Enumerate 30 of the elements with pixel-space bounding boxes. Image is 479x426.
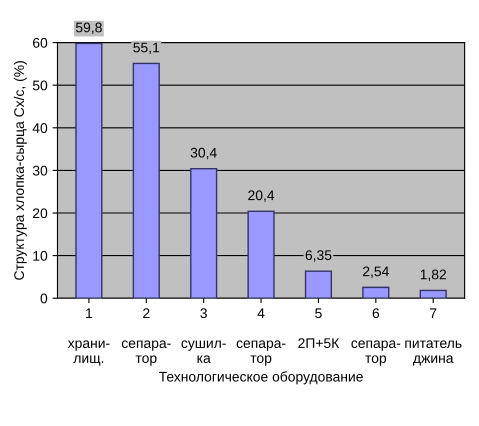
- data-label: 2,54: [363, 266, 389, 278]
- category-label: 5 2П+5К: [298, 308, 340, 348]
- y-tick-label: 20: [33, 208, 48, 218]
- y-tick-label: 60: [33, 38, 48, 48]
- bar: [75, 42, 103, 298]
- data-label: 6,35: [306, 250, 332, 262]
- bar: [304, 270, 332, 298]
- category-label: 7 питатель джина: [405, 308, 462, 366]
- data-label: 30,4: [190, 148, 217, 160]
- category-label: 4 сепара- тор: [236, 308, 286, 366]
- bar: [362, 286, 390, 298]
- y-tick-label: 0: [40, 294, 48, 304]
- y-tick-label: 10: [33, 250, 48, 261]
- category-label: 2 сепара- тор: [122, 308, 171, 366]
- data-label: 55,1: [133, 42, 160, 54]
- category-label: 6 сепара- тор: [351, 308, 400, 366]
- y-axis-title: Структура хлопка-сырца Сх/с, (%): [14, 61, 27, 280]
- data-label: 1,82: [420, 270, 446, 282]
- bar: [132, 62, 160, 298]
- bar: [190, 168, 218, 298]
- bar: [420, 290, 447, 298]
- category-label: 3 сушил- ка: [182, 308, 226, 364]
- y-tick-label: 40: [32, 123, 48, 133]
- y-tick-label: 50: [32, 80, 48, 90]
- data-label: 20,4: [248, 190, 274, 202]
- data-label: 59,8: [76, 22, 102, 34]
- x-axis-title: Технологическое оборудование: [158, 371, 363, 384]
- category-label: 1 храни- лищ.: [68, 308, 110, 366]
- bar: [247, 210, 275, 298]
- y-tick-label: 30: [32, 166, 48, 176]
